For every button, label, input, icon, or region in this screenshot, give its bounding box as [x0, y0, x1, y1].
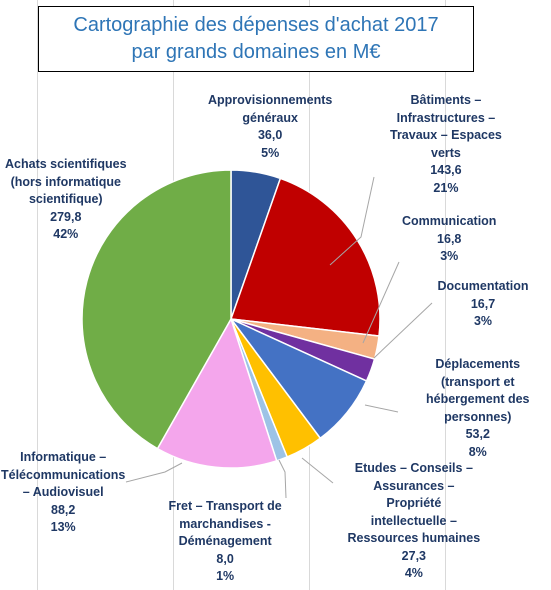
slice-label-line: Communication: [402, 214, 497, 228]
chart-title-line1: Cartographie des dépenses d'achat 2017: [73, 14, 439, 36]
slice-value: 16,7: [470, 296, 496, 311]
leader-line: [364, 404, 399, 413]
slice-label-line: – Audiovisuel: [22, 485, 104, 499]
slice-label-line: scientifique): [28, 192, 103, 206]
slice-label-line: Télécommunications: [1, 467, 126, 482]
slice-label-line: Propriété: [386, 496, 442, 510]
slice-value: 279,8: [50, 209, 82, 224]
pie-slice: [156, 317, 278, 469]
slice-label-line: Déménagement: [178, 534, 272, 548]
slice-value: 36,0: [257, 128, 283, 142]
slice-percent: 13%: [50, 520, 76, 534]
sheet-gridline: [37, 0, 38, 590]
slice-label-line: Bâtiments –: [410, 93, 482, 107]
chart-title-line2: par grands domaines en M€: [131, 41, 381, 63]
leader-line: [329, 176, 375, 266]
leader-line: [278, 459, 287, 499]
slice-label-line: Assurances –: [373, 478, 455, 493]
slice-label-line: personnes): [444, 409, 512, 424]
slice-label: Fret – Transport de marchandises - Déménag…: [169, 498, 282, 586]
slice-percent: 1%: [216, 569, 235, 583]
slice-value: 16,8: [437, 231, 462, 246]
slice-label-line: hébergement des: [426, 392, 530, 406]
slice-percent: 3%: [440, 249, 459, 263]
slice-label-line: Fret – Transport de: [168, 499, 282, 513]
slice-label-line: Travaux – Espaces: [390, 128, 502, 142]
slice-label: Bâtiments – Infrastructures – Travaux – Es…: [390, 92, 502, 197]
slice-label-line: Documentation: [437, 279, 529, 293]
slice-label-line: (transport et: [440, 374, 515, 389]
slice-label-line: intellectuelle –: [370, 513, 457, 528]
chart-title: Cartographie des dépenses d'achat 2017 p…: [38, 6, 474, 72]
slice-percent: 42%: [53, 227, 79, 241]
slice-label-line: Informatique –: [20, 450, 107, 464]
slice-label: Documentation 16,7 3%: [438, 278, 529, 331]
slice-label-line: marchandises -: [179, 516, 271, 531]
leader-line: [373, 302, 433, 359]
leader-line: [301, 457, 334, 484]
sheet-gridline: [445, 0, 446, 590]
slice-value: 53,2: [465, 427, 490, 441]
slice-value: 27,3: [401, 548, 427, 563]
slice-label-line: verts: [431, 145, 461, 160]
slice-percent: 21%: [433, 180, 459, 195]
slice-percent: 8%: [468, 444, 487, 459]
slice-label-line: Etudes – Conseils –: [354, 461, 473, 475]
slice-label: Achats scientifiques (hors informatique sc…: [5, 156, 127, 244]
leader-line: [125, 462, 183, 483]
slice-percent: 5%: [261, 145, 280, 160]
slice-label-line: Approvisionnements: [208, 93, 333, 107]
slice-label-line: généraux: [242, 110, 298, 125]
slice-percent: 3%: [473, 314, 493, 328]
slice-label: Informatique – Télécommunications – Audiov…: [1, 449, 125, 537]
leader-line: [362, 261, 400, 344]
pie-slice: [81, 169, 232, 450]
slice-label: Etudes – Conseils – Assurances – Propriété…: [348, 460, 481, 583]
slice-value: 143,6: [430, 163, 462, 177]
slice-label-line: Ressources humaines: [347, 531, 481, 545]
slice-label-line: Déplacements: [435, 357, 521, 371]
slice-label: Approvisionnements généraux 36,0 5%: [208, 92, 332, 162]
slice-label-line: Infrastructures –: [396, 110, 496, 125]
slice-percent: 4%: [404, 566, 423, 580]
slice-label-line: (hors informatique: [10, 174, 121, 189]
slice-value: 88,2: [51, 502, 76, 517]
slice-label: Communication 16,8 3%: [402, 213, 496, 266]
slice-label: Déplacements (transport et hébergement des…: [426, 356, 530, 461]
slice-value: 8,0: [216, 551, 234, 566]
slice-label-line: Achats scientifiques: [5, 157, 127, 171]
